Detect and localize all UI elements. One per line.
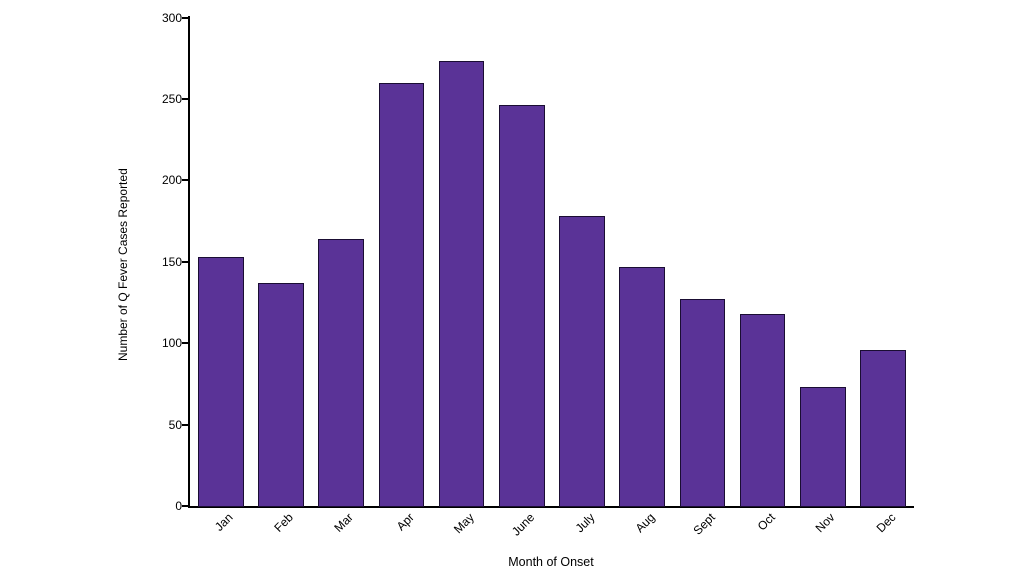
x-axis-tick-label-aug: Aug [632,510,658,536]
x-axis-tick-label-dec: Dec [873,510,899,536]
bar-apr [378,82,425,507]
y-axis-tick [182,342,188,345]
y-axis-tick-label: 250 [161,91,182,106]
x-axis-title: Month of Onset [508,555,594,569]
y-axis-tick-label: 100 [161,336,182,351]
y-axis-title: Number of Q Fever Cases Reported [116,168,130,362]
y-axis-tick [182,423,188,426]
bar-jan [198,256,244,507]
y-axis-tick [182,16,188,19]
x-axis-tick-label-nov: Nov [812,510,838,536]
y-axis-tick-label: 50 [168,417,182,432]
bar-june [499,105,545,507]
x-axis-tick-label-july: July [572,510,598,536]
x-axis-tick-label-oct: Oct [754,510,778,534]
bar-july [559,216,605,507]
x-axis-line [188,506,914,508]
x-axis-tick-label-mar: Mar [331,510,357,535]
y-axis-tick [182,260,188,263]
bar-aug [619,266,665,507]
y-axis-line [188,16,190,508]
x-axis-tick-label-feb: Feb [271,510,297,535]
bar-feb [258,282,304,507]
bar-mar [318,238,364,507]
x-axis-tick-label-sept: Sept [690,510,718,538]
y-axis-tick [182,97,188,100]
y-axis-tick-label: 150 [161,254,182,269]
x-axis-tick-label-apr: Apr [393,510,417,534]
x-axis-tick-label-june: June [508,510,537,539]
y-axis-tick-label: 0 [175,499,182,513]
y-axis-tick-label: 300 [161,10,182,25]
y-axis-tick-label: 200 [161,173,182,188]
bar-nov [800,387,846,507]
x-axis-tick-label-may: May [450,510,477,537]
bar-oct [739,313,786,507]
bar-may [438,61,485,507]
y-axis-tick [182,505,188,507]
bar-sept [679,299,726,507]
bar-dec [860,349,906,507]
y-axis-tick [182,179,188,182]
x-axis-tick-label-jan: Jan [212,510,236,534]
